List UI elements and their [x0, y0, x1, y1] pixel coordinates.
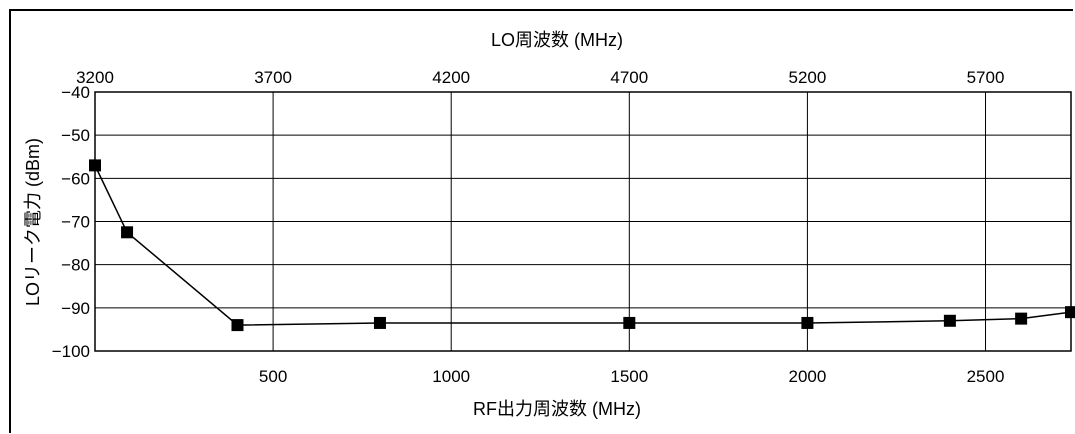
data-point-marker — [89, 159, 101, 172]
plot-area — [94, 91, 1072, 352]
top-tick-label: 3200 — [76, 68, 114, 87]
x-tick-label: 500 — [259, 367, 287, 386]
y-tick-label: −60 — [61, 169, 90, 188]
y-tick-label: −80 — [61, 256, 90, 275]
x-tick-label: 1000 — [432, 367, 470, 386]
top-tick-label: 4700 — [610, 68, 648, 87]
x-tick-label: 2500 — [967, 367, 1005, 386]
data-point-marker — [623, 316, 636, 329]
y-axis-ticks: −40 −50 −60 −70 −80 −90 −100 — [52, 83, 90, 361]
top-tick-label: 5200 — [788, 68, 826, 87]
top-tick-label: 4200 — [432, 68, 470, 87]
x-tick-label: 1500 — [610, 367, 648, 386]
data-point-marker — [121, 226, 134, 239]
chart-frame — [9, 9, 1073, 433]
y-tick-label: −40 — [61, 83, 90, 102]
y-tick-label: −70 — [61, 213, 90, 232]
data-point-marker — [373, 316, 386, 329]
data-point-marker — [1065, 306, 1075, 319]
x-tick-label: 2000 — [788, 367, 826, 386]
y-tick-label: −90 — [61, 299, 90, 318]
y-axis-label: LOリーク電力 (dBm) — [23, 138, 43, 306]
x-axis-label: RF出力周波数 (MHz) — [473, 399, 641, 419]
data-point-marker — [1015, 312, 1028, 325]
top-axis-ticks: 3200 3700 4200 4700 5200 5700 — [76, 68, 1004, 87]
top-axis-label: LO周波数 (MHz) — [491, 30, 623, 50]
data-point-marker — [801, 316, 814, 329]
series-line — [94, 165, 1072, 326]
top-tick-label: 5700 — [967, 68, 1005, 87]
data-point-marker — [943, 314, 956, 327]
grid-lines — [95, 91, 1071, 352]
x-axis-ticks: 500 1000 1500 2000 2500 — [259, 367, 1005, 386]
top-tick-label: 3700 — [254, 68, 292, 87]
data-point-marker — [231, 319, 244, 332]
y-tick-label: −50 — [61, 126, 90, 145]
y-tick-label: −100 — [52, 342, 90, 361]
data-series — [89, 159, 1075, 332]
